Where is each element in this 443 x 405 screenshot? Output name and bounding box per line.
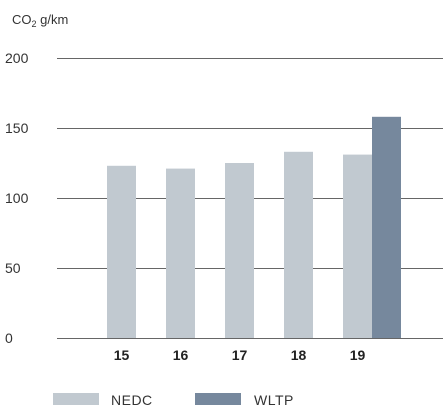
y-tick-label: 50 <box>5 260 21 276</box>
bar-nedc-15 <box>107 165 136 338</box>
x-tick-label: 19 <box>350 347 366 363</box>
legend-swatch-nedc <box>53 393 99 405</box>
y-tick-label: 200 <box>5 50 29 66</box>
bar-nedc-18 <box>284 151 313 338</box>
y-tick-labels: 0 50 100 150 200 <box>5 50 29 346</box>
x-tick-label: 16 <box>173 347 189 363</box>
y-tick-label: 0 <box>5 330 13 346</box>
bar-nedc-17 <box>225 163 254 338</box>
x-tick-label: 18 <box>291 347 307 363</box>
legend-swatch-wltp <box>195 393 241 405</box>
x-tick-labels: 15 16 17 18 19 <box>114 347 366 363</box>
bar-nedc-19 <box>343 154 372 338</box>
bar-nedc-16 <box>166 168 195 338</box>
bar-wltp-19 <box>372 116 401 338</box>
y-tick-label: 150 <box>5 120 29 136</box>
x-tick-label: 15 <box>114 347 130 363</box>
y-axis-label: CO2 g/km <box>12 12 68 29</box>
x-tick-label: 17 <box>232 347 248 363</box>
legend-label-wltp: WLTP <box>254 392 294 405</box>
legend-label-nedc: NEDC <box>111 392 153 405</box>
bars <box>107 116 401 338</box>
y-tick-label: 100 <box>5 190 29 206</box>
legend: NEDC WLTP <box>53 392 294 405</box>
